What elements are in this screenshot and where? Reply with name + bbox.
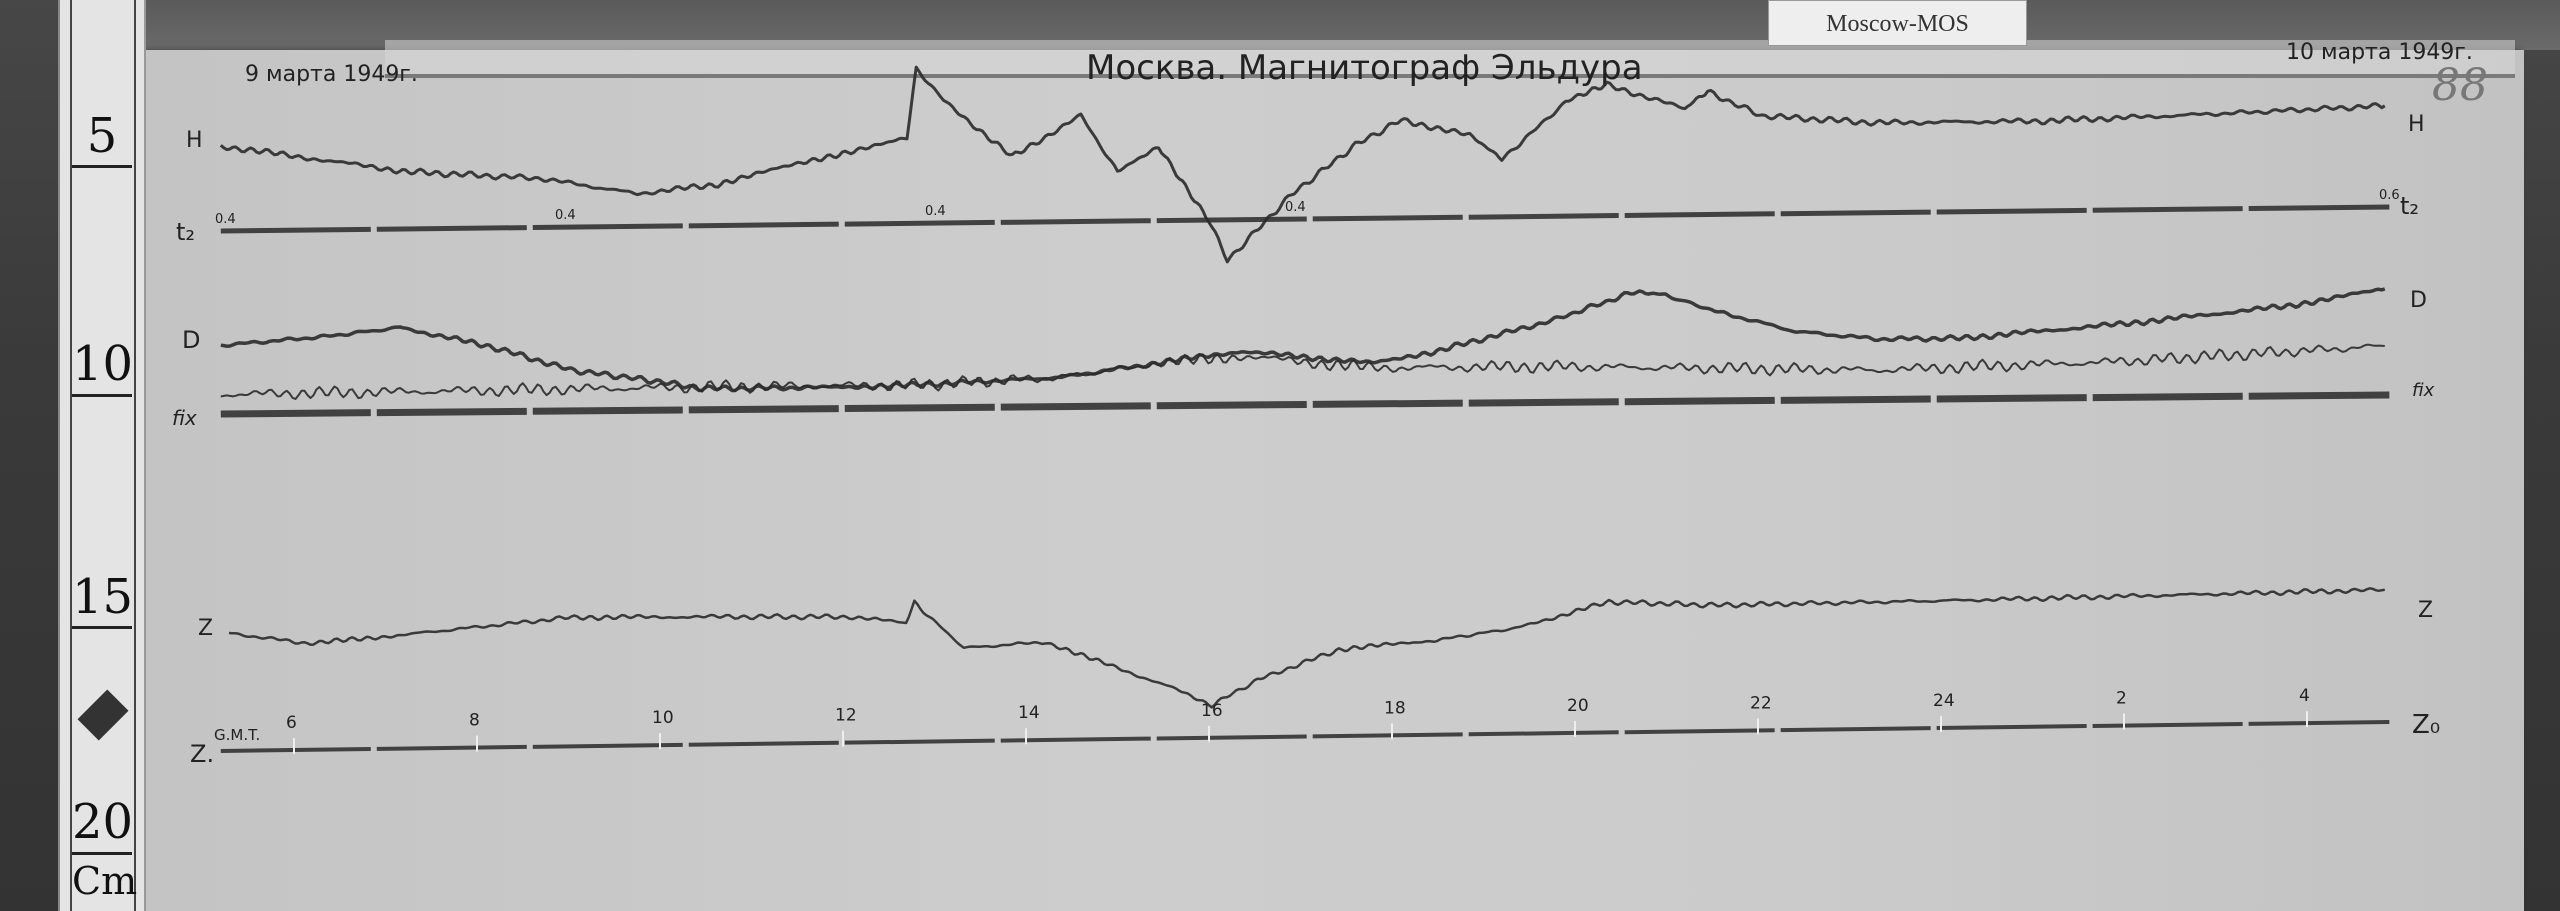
series-label-d: D: [182, 326, 201, 354]
t2-mark-label: 0.4: [555, 208, 576, 223]
x-tick-label: 24: [1933, 691, 1955, 711]
trace-h: [219, 65, 2386, 264]
x-axis-label: G.M.T.: [214, 726, 261, 744]
baseline-label-fix: fix: [172, 406, 197, 430]
baseline-fix: [220, 391, 2390, 418]
station-tag: Moscow-MOS: [1768, 0, 2027, 46]
series-label-z-right: Z: [2418, 598, 2434, 623]
baseline-label-z0: Z.: [190, 740, 215, 768]
baseline-label-z0-right: Z₀: [2412, 710, 2441, 740]
trace-d: [220, 287, 2386, 393]
x-tick-label: 18: [1384, 698, 1406, 718]
t2-mark-label: 0.4: [1285, 200, 1306, 215]
ruler-mark-15: 15: [72, 569, 134, 625]
x-tick-label: 22: [1750, 693, 1772, 713]
x-tick-label: 8: [469, 711, 480, 731]
t2-mark-label: 0.4: [215, 212, 236, 227]
x-tick-label: 6: [286, 713, 297, 733]
baseline-t2: [220, 204, 2390, 234]
x-tick-label: 20: [1567, 696, 1589, 716]
date-end: 10 марта 1949г.: [2286, 40, 2473, 65]
x-tick-label: 12: [835, 706, 857, 726]
sheet-number: 88: [2432, 60, 2488, 111]
x-tick-label: 10: [652, 708, 674, 728]
trace-z: [228, 587, 2385, 709]
baseline-label-t2: t₂: [176, 218, 196, 246]
magnetogram-paper: [146, 50, 2524, 911]
x-tick-label: 2: [2116, 689, 2127, 709]
date-start: 9 марта 1949г.: [245, 62, 418, 87]
ruler-mark-10: 10: [72, 336, 134, 392]
ruler-mark-20: 20: [72, 794, 134, 850]
series-label-d-right: D: [2410, 288, 2427, 313]
chart-title: Москва. Магнитограф Эльдура: [1086, 48, 1643, 88]
baseline-z0: [220, 720, 2390, 753]
x-tick-label: 16: [1201, 701, 1223, 721]
series-label-h: H: [186, 128, 203, 153]
ruler: 5 10 15 20 Cm: [58, 0, 146, 911]
x-tick-label: 14: [1018, 703, 1040, 723]
tape-strip: [385, 40, 2515, 78]
ruler-mark-5: 5: [86, 108, 118, 164]
ruler-unit: Cm: [72, 859, 138, 903]
x-tick-label: 4: [2299, 686, 2310, 706]
t2-mark-label: 0.4: [925, 204, 946, 219]
baseline-label-fix-right: fix: [2412, 380, 2435, 401]
series-label-z: Z: [198, 616, 214, 641]
t2-mark-label: 0.6: [2379, 188, 2400, 203]
baseline-label-t2-right: t₂: [2400, 192, 2420, 220]
series-label-h-right: H: [2408, 112, 2425, 137]
trace-d-fine: [220, 343, 2385, 400]
